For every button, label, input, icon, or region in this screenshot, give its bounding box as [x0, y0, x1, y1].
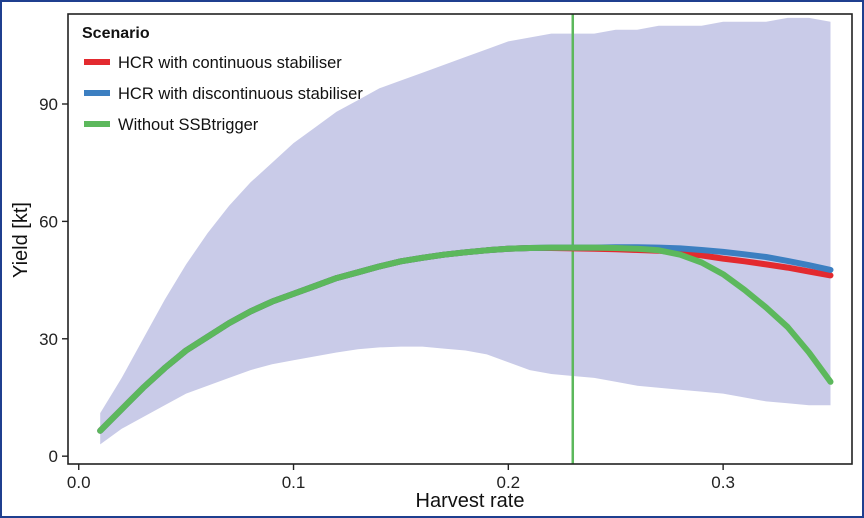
- y-tick-label: 0: [49, 447, 58, 466]
- x-axis-label: Harvest rate: [416, 490, 525, 512]
- x-tick-label: 0.1: [282, 473, 306, 492]
- legend-label-2: HCR with discontinuous stabiliser: [118, 85, 363, 103]
- plot-border: [67, 13, 853, 465]
- legend-entries: HCR with continuous stabiliser HCR with d…: [84, 54, 363, 134]
- plot-layer: [97, 14, 834, 464]
- legend: Scenario HCR with continuous stabiliserH…: [82, 25, 363, 134]
- legend-title: Scenario: [82, 25, 150, 42]
- axes-layer: 0.0 0.1 0.2 0.3 0 30 60 90: [39, 95, 735, 492]
- x-tick-label: 0.3: [711, 473, 735, 492]
- y-tick-label: 90: [39, 95, 58, 114]
- y-tick-label: 60: [39, 212, 58, 231]
- series-line-3: [97, 244, 834, 434]
- y-tick-label: 30: [39, 330, 58, 349]
- y-axis-label: Yield [kt]: [10, 202, 32, 278]
- legend-label-3: Without SSBtrigger: [118, 116, 259, 134]
- uncertainty-band: [100, 17, 831, 445]
- legend-label-1: HCR with continuous stabiliser: [118, 54, 342, 72]
- x-tick-label: 0.2: [497, 473, 521, 492]
- x-tick-label: 0.0: [67, 473, 91, 492]
